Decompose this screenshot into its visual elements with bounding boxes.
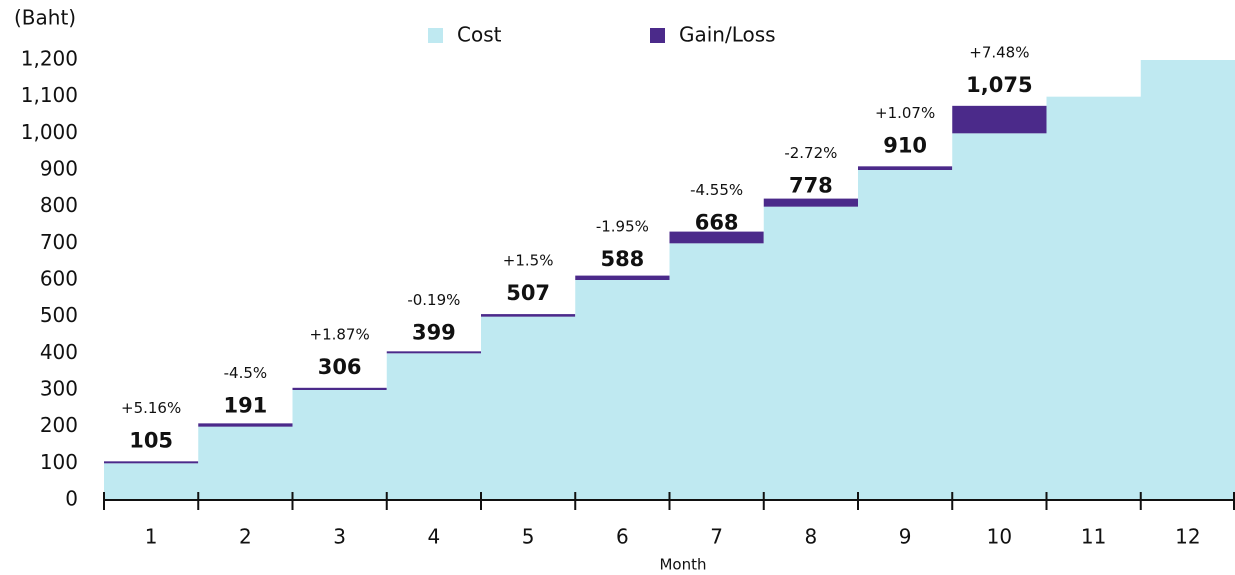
y-tick-label: 1,100 xyxy=(21,83,78,107)
cost-bar xyxy=(575,280,670,500)
change-label: +5.16% xyxy=(121,399,181,417)
cost-bar xyxy=(952,133,1047,501)
total-label: 105 xyxy=(129,429,173,453)
total-label: 191 xyxy=(223,394,267,418)
change-label: -4.55% xyxy=(690,181,743,199)
change-label: +1.87% xyxy=(310,325,370,343)
cost-bar xyxy=(481,316,576,500)
x-tick-label: 4 xyxy=(428,525,441,549)
x-tick-label: 7 xyxy=(710,525,723,549)
gain-loss-bar xyxy=(575,275,670,280)
x-tick-label: 12 xyxy=(1175,525,1200,549)
cost-bar xyxy=(386,353,482,500)
gain-loss-bar xyxy=(386,351,481,354)
x-tick-label: 11 xyxy=(1081,525,1106,549)
y-tick-label: 700 xyxy=(40,230,78,254)
y-tick-label: 0 xyxy=(65,487,78,511)
x-tick-label: 10 xyxy=(987,525,1012,549)
x-tick-label: 1 xyxy=(145,525,158,549)
y-tick-label: 1,000 xyxy=(21,120,78,144)
change-label: -2.72% xyxy=(784,144,837,162)
gain-loss-bar xyxy=(952,105,1047,134)
total-label: 507 xyxy=(506,281,550,305)
total-label: 1,075 xyxy=(966,73,1032,97)
y-tick-label: 1,200 xyxy=(21,47,78,71)
y-tick-label: 900 xyxy=(40,157,78,181)
legend-label: Gain/Loss xyxy=(679,23,776,47)
total-label: 306 xyxy=(318,355,362,379)
total-label: 588 xyxy=(600,247,644,271)
x-tick-label: 8 xyxy=(805,525,818,549)
y-tick-label: 300 xyxy=(40,377,78,401)
x-tick-label: 9 xyxy=(899,525,912,549)
y-tick-label: 100 xyxy=(40,450,78,474)
legend-label: Cost xyxy=(457,23,502,47)
cost-bar xyxy=(104,463,199,500)
y-tick-label: 200 xyxy=(40,413,78,437)
cost-bar xyxy=(292,390,388,500)
total-label: 668 xyxy=(695,210,739,234)
y-axis-label: (Baht) xyxy=(14,6,76,30)
gain-loss-bar xyxy=(858,166,953,170)
total-label: 910 xyxy=(883,133,927,157)
x-axis-label: Month xyxy=(659,556,706,574)
cost-bar xyxy=(1046,96,1142,501)
legend-swatch xyxy=(428,28,443,43)
x-tick-label: 5 xyxy=(522,525,535,549)
gain-loss-bar xyxy=(669,231,764,244)
cost-bar xyxy=(763,206,859,500)
x-tick-label: 6 xyxy=(616,525,629,549)
y-tick-label: 800 xyxy=(40,193,78,217)
x-tick-label: 2 xyxy=(239,525,252,549)
cost-bar xyxy=(1140,60,1235,500)
y-tick-label: 500 xyxy=(40,303,78,327)
cost-bar xyxy=(669,243,765,501)
change-label: +7.48% xyxy=(969,43,1029,61)
y-tick-label: 400 xyxy=(40,340,78,364)
total-label: 778 xyxy=(789,174,833,198)
cost-bar xyxy=(858,170,953,500)
gain-loss-bar xyxy=(104,461,199,464)
change-label: -0.19% xyxy=(407,291,460,309)
y-tick-label: 600 xyxy=(40,267,78,291)
change-label: -4.5% xyxy=(224,364,268,382)
gain-loss-bar xyxy=(198,423,293,427)
gain-loss-bar xyxy=(292,387,387,390)
total-label: 399 xyxy=(412,320,456,344)
gain-loss-bar xyxy=(481,314,576,317)
x-tick-label: 3 xyxy=(333,525,346,549)
change-label: -1.95% xyxy=(596,218,649,236)
change-label: +1.07% xyxy=(875,104,935,122)
legend-swatch xyxy=(650,28,665,43)
cost-bar xyxy=(198,426,293,500)
gain-loss-bar xyxy=(763,198,858,207)
change-label: +1.5% xyxy=(503,252,554,270)
